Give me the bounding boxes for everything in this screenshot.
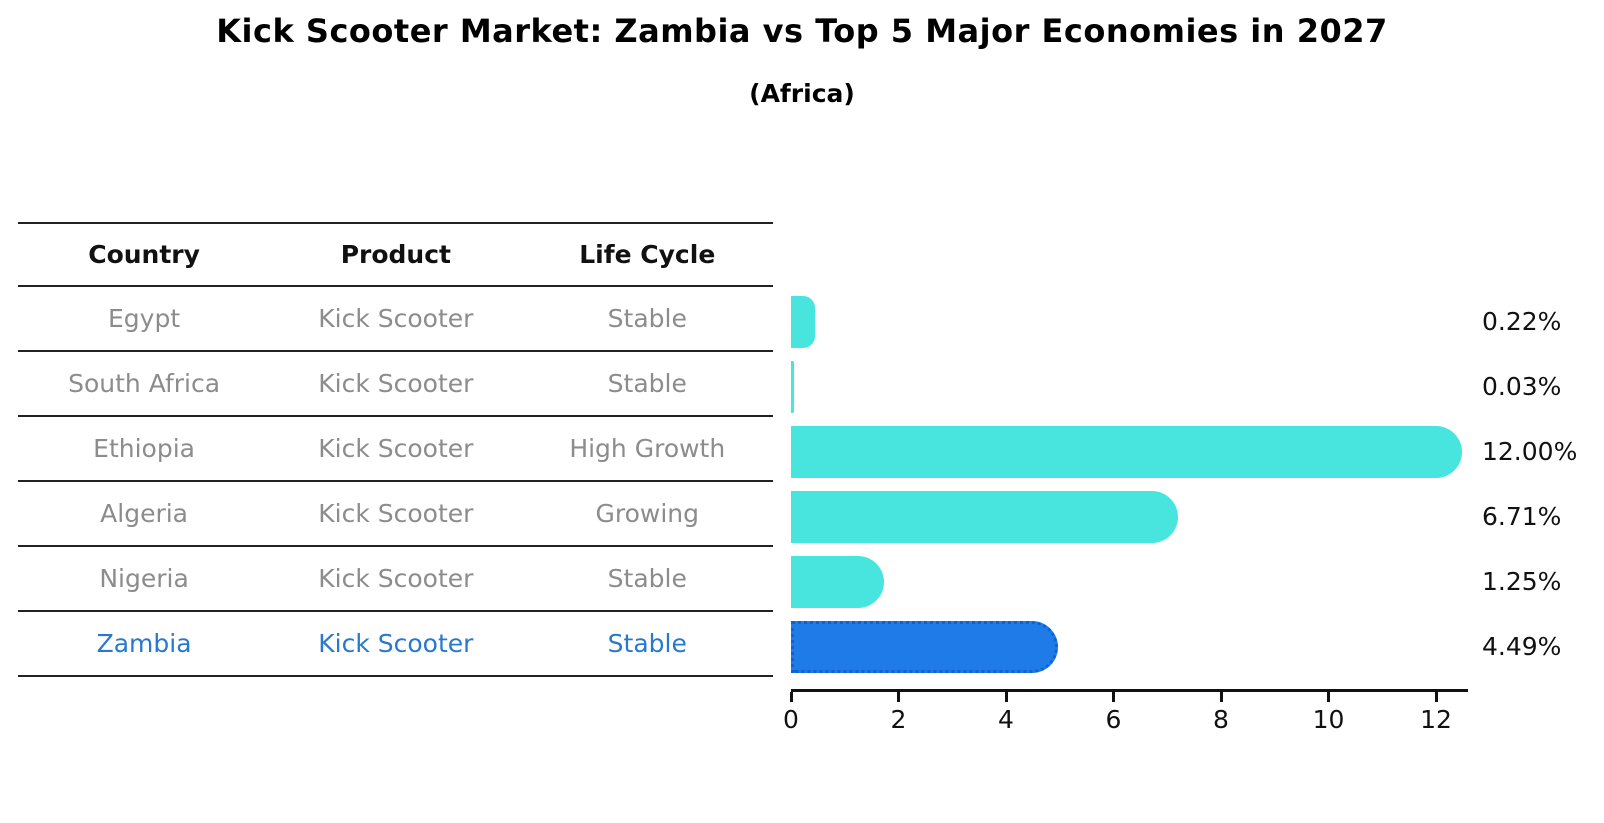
product-cell: Kick Scooter bbox=[318, 499, 474, 528]
table-row-algeria: Algeria Kick Scooter Growing bbox=[18, 482, 773, 547]
x-tick-mark-12 bbox=[1434, 692, 1438, 702]
life-cycle-cell: Growing bbox=[595, 499, 700, 528]
x-tick-mark-0 bbox=[789, 692, 793, 702]
product-cell: Kick Scooter bbox=[318, 369, 474, 398]
market-table: Country Product Life Cycle Egypt Kick Sco… bbox=[18, 222, 773, 677]
bar-egypt bbox=[791, 295, 815, 348]
country-cell: Nigeria bbox=[99, 564, 189, 593]
x-tick-mark-6 bbox=[1112, 692, 1115, 702]
life-cycle-cell: Stable bbox=[607, 369, 687, 398]
life-cycle-cell: Stable bbox=[607, 564, 687, 593]
column-header-life-cycle: Life Cycle bbox=[579, 240, 716, 269]
column-header-country: Country bbox=[88, 240, 200, 269]
table-header-row: Country Product Life Cycle bbox=[18, 222, 773, 287]
product-cell: Kick Scooter bbox=[318, 434, 474, 463]
x-tick-label-10: 10 bbox=[1312, 705, 1345, 734]
value-label-zambia: 4.49% bbox=[1482, 632, 1562, 661]
life-cycle-cell: Stable bbox=[607, 304, 687, 333]
value-label-egypt: 0.22% bbox=[1482, 307, 1562, 336]
life-cycle-cell: Stable bbox=[607, 629, 687, 658]
chart-title: Kick Scooter Market: Zambia vs Top 5 Maj… bbox=[216, 12, 1388, 50]
value-label-south-africa: 0.03% bbox=[1482, 372, 1562, 401]
x-tick-label-12: 12 bbox=[1420, 705, 1452, 734]
table-row-nigeria: Nigeria Kick Scooter Stable bbox=[18, 547, 773, 612]
bar-south-africa bbox=[791, 360, 795, 413]
table-row-zambia: Zambia Kick Scooter Stable bbox=[18, 612, 773, 677]
bar-nigeria bbox=[791, 555, 885, 608]
country-cell: Zambia bbox=[96, 629, 192, 658]
country-cell: South Africa bbox=[68, 369, 221, 398]
product-cell: Kick Scooter bbox=[318, 629, 474, 658]
x-axis-line bbox=[791, 689, 1469, 692]
x-tick-mark-2 bbox=[897, 692, 900, 702]
value-label-ethiopia: 12.00% bbox=[1482, 437, 1578, 466]
bar-algeria bbox=[791, 490, 1178, 543]
bar-zambia bbox=[791, 620, 1059, 673]
table-row-egypt: Egypt Kick Scooter Stable bbox=[18, 287, 773, 352]
country-cell: Ethiopia bbox=[93, 434, 195, 463]
x-tick-mark-4 bbox=[1004, 692, 1008, 702]
table-body: Egypt Kick Scooter Stable South Africa Kick … bbox=[18, 287, 773, 677]
table-row-ethiopia: Ethiopia Kick Scooter High Growth bbox=[18, 417, 773, 482]
x-tick-mark-8 bbox=[1219, 692, 1223, 702]
x-tick-label-2: 2 bbox=[890, 705, 907, 734]
value-label-nigeria: 1.25% bbox=[1482, 567, 1562, 596]
x-tick-label-0: 0 bbox=[783, 705, 799, 734]
product-cell: Kick Scooter bbox=[318, 304, 474, 333]
value-label-algeria: 6.71% bbox=[1482, 502, 1562, 531]
x-tick-mark-10 bbox=[1327, 692, 1330, 702]
chart-subtitle: (Africa) bbox=[749, 79, 855, 108]
bar-ethiopia bbox=[791, 425, 1462, 478]
country-cell: Algeria bbox=[100, 499, 188, 528]
table-row-south-africa: South Africa Kick Scooter Stable bbox=[18, 352, 773, 417]
life-cycle-cell: High Growth bbox=[569, 434, 726, 463]
country-cell: Egypt bbox=[108, 304, 181, 333]
x-tick-label-6: 6 bbox=[1105, 705, 1122, 734]
product-cell: Kick Scooter bbox=[318, 564, 474, 593]
column-header-product: Product bbox=[340, 240, 451, 269]
x-tick-label-4: 4 bbox=[998, 705, 1014, 734]
x-tick-label-8: 8 bbox=[1213, 705, 1229, 734]
